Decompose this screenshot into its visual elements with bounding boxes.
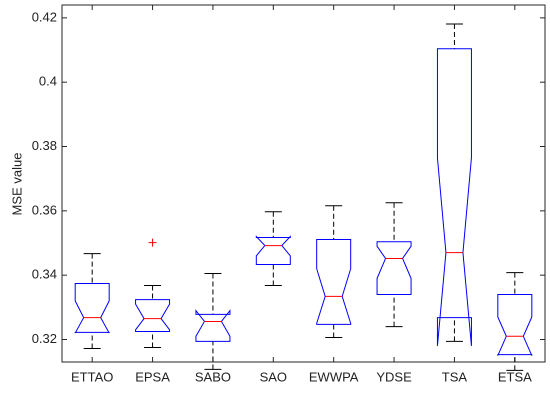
box [74,283,110,334]
x-tick-label: SABO [195,369,231,384]
y-axis-label: MSE value [9,153,24,216]
x-tick-label: ETTAO [71,369,113,384]
y-tick-label: 0.4 [39,74,57,89]
x-tick-label: ETSA [498,369,532,384]
plot-frame [61,4,546,363]
box [195,309,231,342]
x-tick-label: YDSE [376,369,412,384]
outlier [148,238,157,247]
y-tick-label: 0.34 [32,267,57,282]
box [135,299,171,332]
x-tick-label: SAO [260,369,287,384]
x-tick-label: EWWPA [309,369,359,384]
box [497,293,533,356]
box [376,241,412,295]
box [316,238,352,325]
y-tick-label: 0.42 [32,9,57,24]
box [255,235,291,266]
box [436,48,472,346]
y-tick-label: 0.36 [32,202,57,217]
x-tick-label: EPSA [135,369,170,384]
y-tick-label: 0.32 [32,331,57,346]
y-tick-label: 0.38 [32,138,57,153]
x-tick-label: TSA [442,369,468,384]
